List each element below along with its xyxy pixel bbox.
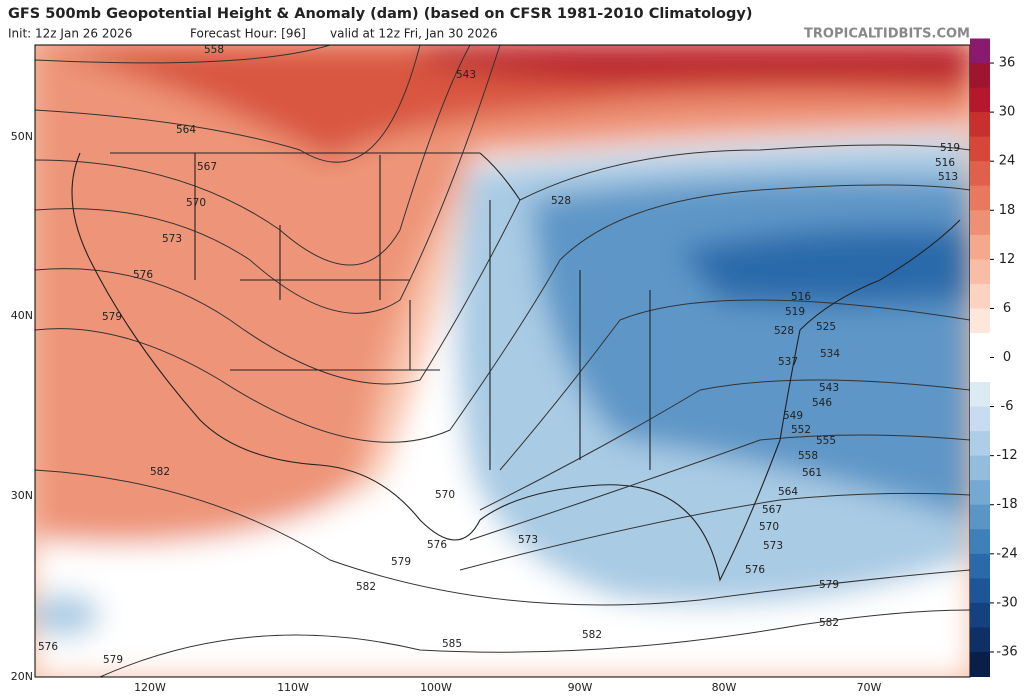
contour-label: 573 <box>162 233 182 245</box>
colorbar-segment <box>970 651 990 677</box>
contour-label: 558 <box>798 450 818 462</box>
colorbar-segment <box>970 38 990 64</box>
contour-label: 552 <box>791 424 811 436</box>
contour-label: 564 <box>778 486 798 498</box>
colorbar-tick-label: 30 <box>999 105 1016 120</box>
colorbar-segment <box>970 210 990 236</box>
contour-label: 579 <box>102 311 122 323</box>
colorbar-segment <box>970 161 990 187</box>
title: GFS 500mb Geopotential Height & Anomaly … <box>8 6 752 22</box>
contour-label: 585 <box>442 638 462 650</box>
colorbar-segment <box>970 504 990 530</box>
contour-label: 564 <box>176 124 196 136</box>
colorbar-tick-label: 6 <box>1003 301 1011 316</box>
lon-label: 90W <box>568 681 593 694</box>
contour-label: 582 <box>582 629 602 641</box>
colorbar-segment <box>970 529 990 555</box>
contour-label: 582 <box>819 617 839 629</box>
contour-label: 516 <box>935 157 955 169</box>
contour-label: 516 <box>791 291 811 303</box>
forecast-hour: Forecast Hour: [96] <box>190 27 306 41</box>
contour-label: 576 <box>427 539 447 551</box>
colorbar-segment <box>970 283 990 309</box>
contour-label: 558 <box>204 44 224 56</box>
colorbar-segment <box>970 406 990 432</box>
colorbar-segment <box>970 87 990 113</box>
lon-label: 120W <box>134 681 166 694</box>
colorbar-segment <box>970 185 990 211</box>
colorbar-segment <box>970 63 990 89</box>
contour-label: 579 <box>819 579 839 591</box>
colorbar-tick-label: -24 <box>996 546 1017 561</box>
watermark: TROPICALTIDBITS.COM <box>804 27 970 42</box>
contour-label: 579 <box>391 556 411 568</box>
colorbar-segment <box>970 602 990 628</box>
contour-label: 567 <box>762 504 782 516</box>
colorbar-tick-label: -12 <box>996 448 1017 463</box>
contour-label: 573 <box>763 540 783 552</box>
contour-label: 528 <box>551 195 571 207</box>
colorbar-segment <box>970 308 990 334</box>
valid-time: valid at 12z Fri, Jan 30 2026 <box>330 27 498 41</box>
lat-label: 20N <box>11 670 33 683</box>
init: Init: 12z Jan 26 2026 <box>8 27 132 41</box>
colorbar-segment <box>970 112 990 138</box>
contour-label: 543 <box>819 382 839 394</box>
contour-label: 576 <box>745 564 765 576</box>
contour-label: 555 <box>816 435 836 447</box>
lon-label: 70W <box>857 681 882 694</box>
contour-label: 579 <box>103 654 123 666</box>
contour-label: 570 <box>186 197 206 209</box>
contour-label: 576 <box>133 269 153 281</box>
colorbar-segment <box>970 136 990 162</box>
colorbar-tick-label: -30 <box>996 595 1017 610</box>
contour-label: 561 <box>802 467 822 479</box>
contour-label: 525 <box>816 321 836 333</box>
colorbar-segment <box>970 578 990 604</box>
contour-label: 534 <box>820 348 840 360</box>
contour-label: 519 <box>940 142 960 154</box>
colorbar-tick-label: -6 <box>1001 399 1014 414</box>
lat-label: 40N <box>11 309 33 322</box>
lon-label: 100W <box>420 681 452 694</box>
contour-label: 582 <box>150 466 170 478</box>
colorbar-tick-label: 36 <box>999 56 1016 71</box>
contour-label: 570 <box>435 489 455 501</box>
map <box>35 45 970 677</box>
colorbar-segment <box>970 357 990 383</box>
lon-label: 80W <box>712 681 737 694</box>
contour-label: 567 <box>197 161 217 173</box>
lon-label: 110W <box>277 681 309 694</box>
lat-label: 30N <box>11 489 33 502</box>
colorbar-tick-label: 12 <box>999 252 1016 267</box>
colorbar-segment <box>970 332 990 358</box>
contour-label: 573 <box>518 534 538 546</box>
contour-label: 549 <box>783 410 803 422</box>
colorbar-tick-label: 0 <box>1003 350 1011 365</box>
colorbar-tick-label: -36 <box>996 644 1017 659</box>
colorbar-segment <box>970 431 990 457</box>
colorbar-segment <box>970 234 990 260</box>
contour-label: 528 <box>774 325 794 337</box>
contour-label: 513 <box>938 171 958 183</box>
contour-label: 576 <box>38 641 58 653</box>
contour-label: 543 <box>456 69 476 81</box>
contour-label: 519 <box>785 306 805 318</box>
colorbar-tick-label: -18 <box>996 497 1017 512</box>
colorbar-tick-label: 24 <box>999 154 1016 169</box>
colorbar-segment <box>970 259 990 285</box>
colorbar-tick-label: 18 <box>999 203 1016 218</box>
colorbar-segment <box>970 480 990 506</box>
colorbar-segment <box>970 627 990 653</box>
lat-label: 50N <box>11 130 33 143</box>
contour-label: 570 <box>759 521 779 533</box>
colorbar-segment <box>970 455 990 481</box>
contour-label: 537 <box>778 356 798 368</box>
colorbar-segment <box>970 553 990 579</box>
contour-label: 546 <box>812 397 832 409</box>
contour-label: 582 <box>356 581 376 593</box>
colorbar-segment <box>970 382 990 408</box>
